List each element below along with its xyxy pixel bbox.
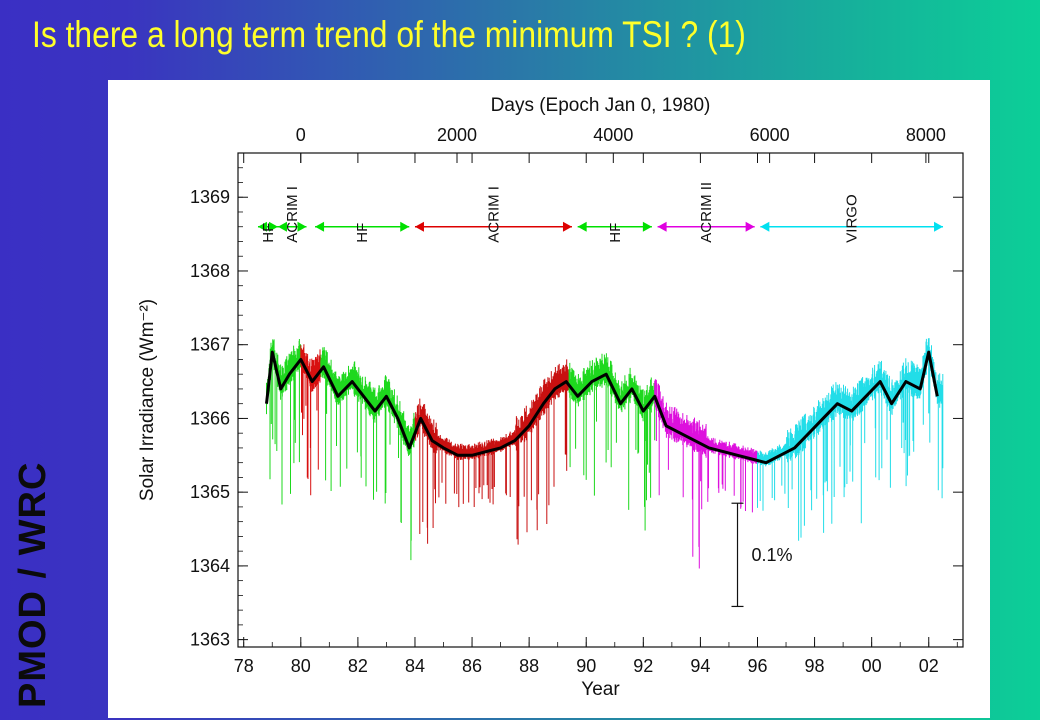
x-tick-label-92: 92	[633, 656, 653, 676]
daily-data-hf-4	[568, 353, 656, 531]
instrument-periods-group: HF ACRIM I HF ACRIM I HF ACRIM II VIRGO	[257, 182, 944, 243]
instrument-arrow-right-hf-2	[400, 221, 410, 232]
instrument-arrow-left-acrim-i-3	[414, 221, 424, 232]
y-tick-label-1363: 1363	[190, 630, 230, 650]
x-tick-label-90: 90	[576, 656, 596, 676]
x-tick-label-02: 02	[919, 656, 939, 676]
instrument-arrow-right-acrim-i-1	[297, 221, 307, 232]
smoothed-series-group	[265, 350, 939, 465]
instrument-label-acrim-i-3: ACRIM I	[485, 186, 502, 243]
daily-data-acrim-i-3	[414, 359, 570, 545]
instrument-arrow-left-acrim-i-1	[277, 221, 287, 232]
y-tick-label-1366: 1366	[190, 408, 230, 428]
x2-tick-label-8000: 8000	[906, 125, 946, 145]
daily-data-acrim-ii-5	[654, 379, 758, 569]
x-tick-label-80: 80	[291, 656, 311, 676]
instrument-label-acrim-i-1: ACRIM I	[284, 186, 301, 243]
instrument-arrow-left-hf-2	[315, 221, 325, 232]
instrument-arrow-right-acrim-i-3	[562, 221, 572, 232]
y-tick-label-1367: 1367	[190, 335, 230, 355]
x2-tick-label-2000: 2000	[437, 125, 477, 145]
scale-bar-group: 0.1%	[731, 502, 793, 608]
x2-tick-label-6000: 6000	[750, 125, 790, 145]
y-tick-label-1369: 1369	[190, 187, 230, 207]
instrument-label-hf-4: HF	[607, 223, 624, 243]
instrument-arrow-left-virgo-6	[760, 221, 770, 232]
x-tick-label-96: 96	[747, 656, 767, 676]
slide-title: Is there a long term trend of the minimu…	[32, 14, 746, 55]
x-tick-label-98: 98	[805, 656, 825, 676]
y-axis-title: Solar Irradiance (Wm⁻²)	[137, 299, 158, 501]
x-axis-title: Year	[581, 679, 620, 700]
plot-frame	[237, 152, 964, 648]
x2-axis-title: Days (Epoch Jan 0, 1980)	[491, 95, 711, 116]
x-tick-label-82: 82	[348, 656, 368, 676]
instrument-arrow-left-hf-4	[577, 221, 587, 232]
side-label: PMOD / WRC	[12, 461, 54, 708]
instrument-label-acrim-ii-5: ACRIM II	[698, 182, 715, 243]
x-tick-label-94: 94	[690, 656, 710, 676]
smoothed-tsi-line	[265, 350, 939, 465]
daily-data-virgo-6	[757, 338, 944, 541]
x2-tick-label-0: 0	[296, 125, 306, 145]
x-tick-label-86: 86	[462, 656, 482, 676]
instrument-arrow-left-hf-0	[257, 221, 267, 232]
instrument-arrow-right-acrim-ii-5	[745, 221, 755, 232]
chart-panel: HF ACRIM I HF ACRIM I HF ACRIM II VIRGO 78 80 82…	[108, 80, 990, 718]
y-tick-label-1368: 1368	[190, 261, 230, 281]
instrument-arrow-right-hf-4	[642, 221, 652, 232]
x2-tick-label-4000: 4000	[593, 125, 633, 145]
x-tick-label-84: 84	[405, 656, 425, 676]
instrument-arrow-right-virgo-6	[934, 221, 944, 232]
scale-bar-label: 0.1%	[752, 545, 793, 565]
instrument-label-hf-0: HF	[260, 223, 277, 243]
instrument-label-hf-2: HF	[354, 223, 371, 243]
daily-data-group	[266, 338, 944, 569]
instrument-arrow-right-hf-0	[268, 221, 278, 232]
x-tick-label-00: 00	[862, 656, 882, 676]
y-tick-label-1365: 1365	[190, 482, 230, 502]
x-tick-label-88: 88	[519, 656, 539, 676]
axes-group: 78 80 82 84 86 88 90 92 94 96 98 00 02 0 2000 4000 6000 8…	[137, 95, 964, 700]
y-tick-label-1364: 1364	[190, 556, 230, 576]
tsi-chart: HF ACRIM I HF ACRIM I HF ACRIM II VIRGO 78 80 82…	[137, 95, 964, 700]
instrument-label-virgo-6: VIRGO	[844, 194, 861, 242]
daily-data-hf-2	[320, 347, 416, 561]
x-tick-label-78: 78	[234, 656, 254, 676]
instrument-arrow-left-acrim-ii-5	[657, 221, 667, 232]
